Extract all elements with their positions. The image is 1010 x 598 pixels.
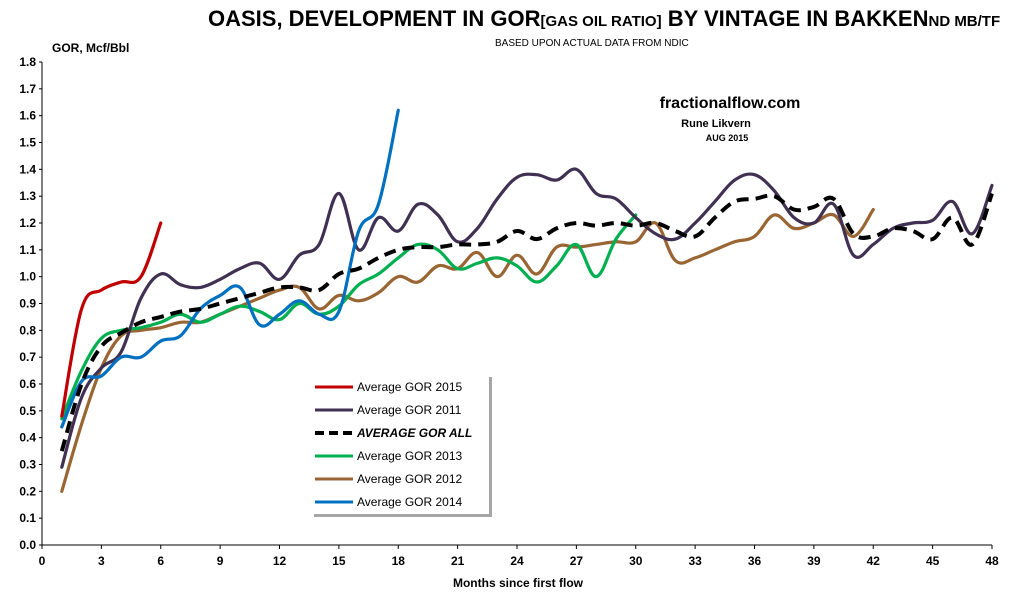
y-tick-label: 1.3 [19,189,36,203]
y-tick-label: 0.2 [19,484,36,498]
x-tick-label: 39 [807,554,821,568]
y-tick-label: 0.4 [19,431,36,445]
chart-title: OASIS, DEVELOPMENT IN GOR[GAS OIL RATIO]… [208,6,1000,31]
x-tick-label: 9 [217,554,224,568]
y-tick-label: 0.0 [19,538,36,552]
chart-date: AUG 2015 [706,133,749,143]
x-tick-label: 45 [926,554,940,568]
x-tick-label: 42 [867,554,881,568]
y-tick-label: 1.6 [19,109,36,123]
legend-label: Average GOR 2013 [357,449,463,463]
series-line-average-gor-all [59,192,994,452]
y-tick-label: 0.1 [19,511,36,525]
legend: Average GOR 2015 Average GOR 2011 AVERAGE … [311,374,492,517]
x-tick-label: 48 [985,554,999,568]
y-tick-label: 0.3 [19,458,36,472]
series-line-average-gor-2014 [60,108,400,429]
y-tick-label: 0.5 [19,404,36,418]
x-tick-label: 12 [273,554,287,568]
series-line-average-gor-2011 [60,167,994,469]
y-tick-label: 0.7 [19,350,36,364]
x-tick-label: 27 [570,554,584,568]
x-tick-label: 18 [392,554,406,568]
y-tick-label: 1.1 [19,243,36,257]
x-tick-label: 24 [510,554,524,568]
x-axis-label: Months since first flow [453,576,584,590]
y-tick-label: 0.9 [19,297,36,311]
series-line-average-gor-2015 [60,221,163,418]
chart-subtitle: BASED UPON ACTUAL DATA FROM NDIC [495,38,689,49]
source-brand: fractionalflow.com [660,95,801,112]
legend-label: AVERAGE GOR ALL [356,426,472,440]
series-line-average-gor-2013 [60,213,638,421]
x-tick-label: 33 [688,554,702,568]
y-axis-label: GOR, Mcf/Bbl [52,41,129,55]
y-tick-label: 1.7 [19,82,36,96]
y-tick-label: 1.0 [19,270,36,284]
series-lines [59,108,994,493]
x-tick-label: 15 [332,554,346,568]
legend-label: Average GOR 2012 [357,472,463,486]
x-tick-label: 3 [98,554,105,568]
legend-label: Average GOR 2011 [357,403,462,417]
x-tick-label: 36 [748,554,762,568]
y-tick-label: 1.8 [19,55,36,69]
x-tick-label: 21 [451,554,465,568]
y-tick-label: 1.2 [19,216,36,230]
axes: 0.0 0.1 0.2 0.3 0.4 0.5 0.6 0.7 0.8 0.9 1.0 1.1 1.2 1… [19,55,999,568]
x-tick-label: 30 [629,554,643,568]
legend-label: Average GOR 2015 [357,380,463,394]
y-tick-label: 1.5 [19,136,36,150]
author-name: Rune Likvern [681,118,751,130]
x-tick-label: 6 [157,554,164,568]
y-tick-label: 1.4 [19,162,36,176]
y-tick-label: 0.6 [19,377,36,391]
x-tick-label: 0 [39,554,46,568]
legend-label: Average GOR 2014 [357,495,463,509]
y-tick-label: 0.8 [19,323,36,337]
legend-box [311,374,489,514]
